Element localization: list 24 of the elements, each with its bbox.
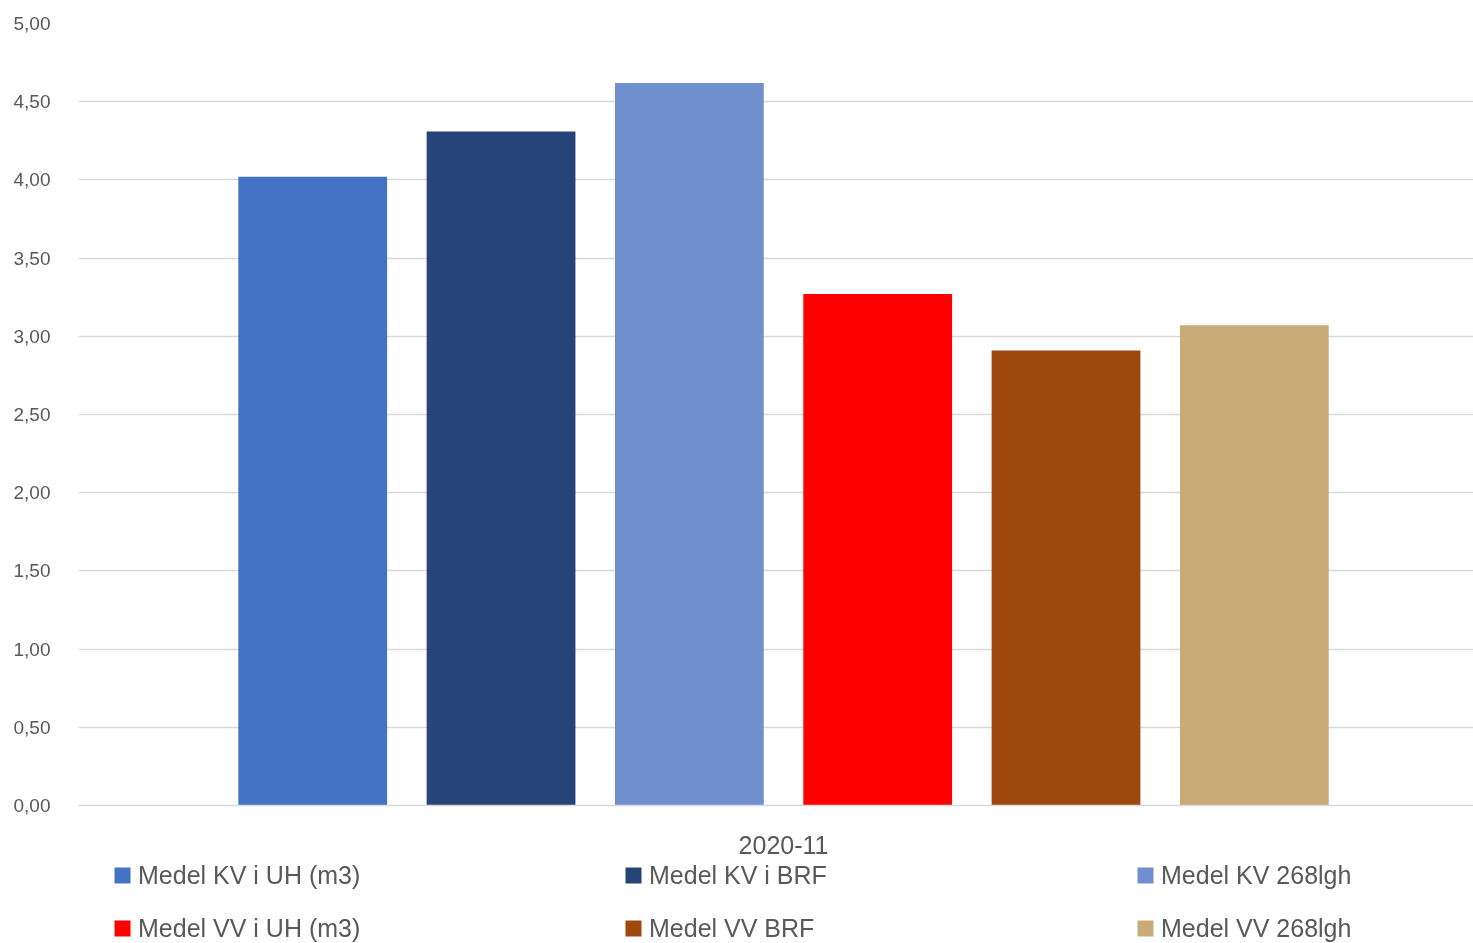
y-tick-label: 3,00 [13, 325, 51, 347]
y-tick-label: 1,00 [13, 638, 51, 660]
bar [426, 131, 576, 806]
y-tick-label: 5,00 [13, 13, 51, 34]
y-tick-label: 0,00 [13, 795, 51, 816]
y-tick-label: 4,50 [13, 91, 51, 113]
y-tick-label: 4,00 [13, 169, 51, 191]
bar [238, 176, 388, 806]
legend-label: Medel KV 268lgh [1161, 860, 1352, 890]
legend-label: Medel VV 268lgh [1161, 913, 1352, 943]
y-tick-label: 2,50 [13, 404, 51, 425]
y-tick-label: 2,00 [13, 482, 51, 504]
y-tick-label: 0,50 [13, 716, 51, 738]
legend-label: Medel KV i UH (m3) [138, 860, 361, 890]
bar [803, 294, 953, 806]
legend-label: Medel VV i UH (m3) [138, 913, 361, 943]
y-tick-label: 1,50 [13, 560, 51, 582]
bar [1179, 325, 1329, 806]
x-tick-label: 2020-11 [738, 830, 829, 859]
legend-label: Medel KV i BRF [649, 860, 827, 890]
bar [614, 82, 764, 806]
y-tick-label: 3,50 [13, 247, 51, 269]
legend-label: Medel VV BRF [649, 913, 815, 943]
bar [991, 350, 1141, 806]
